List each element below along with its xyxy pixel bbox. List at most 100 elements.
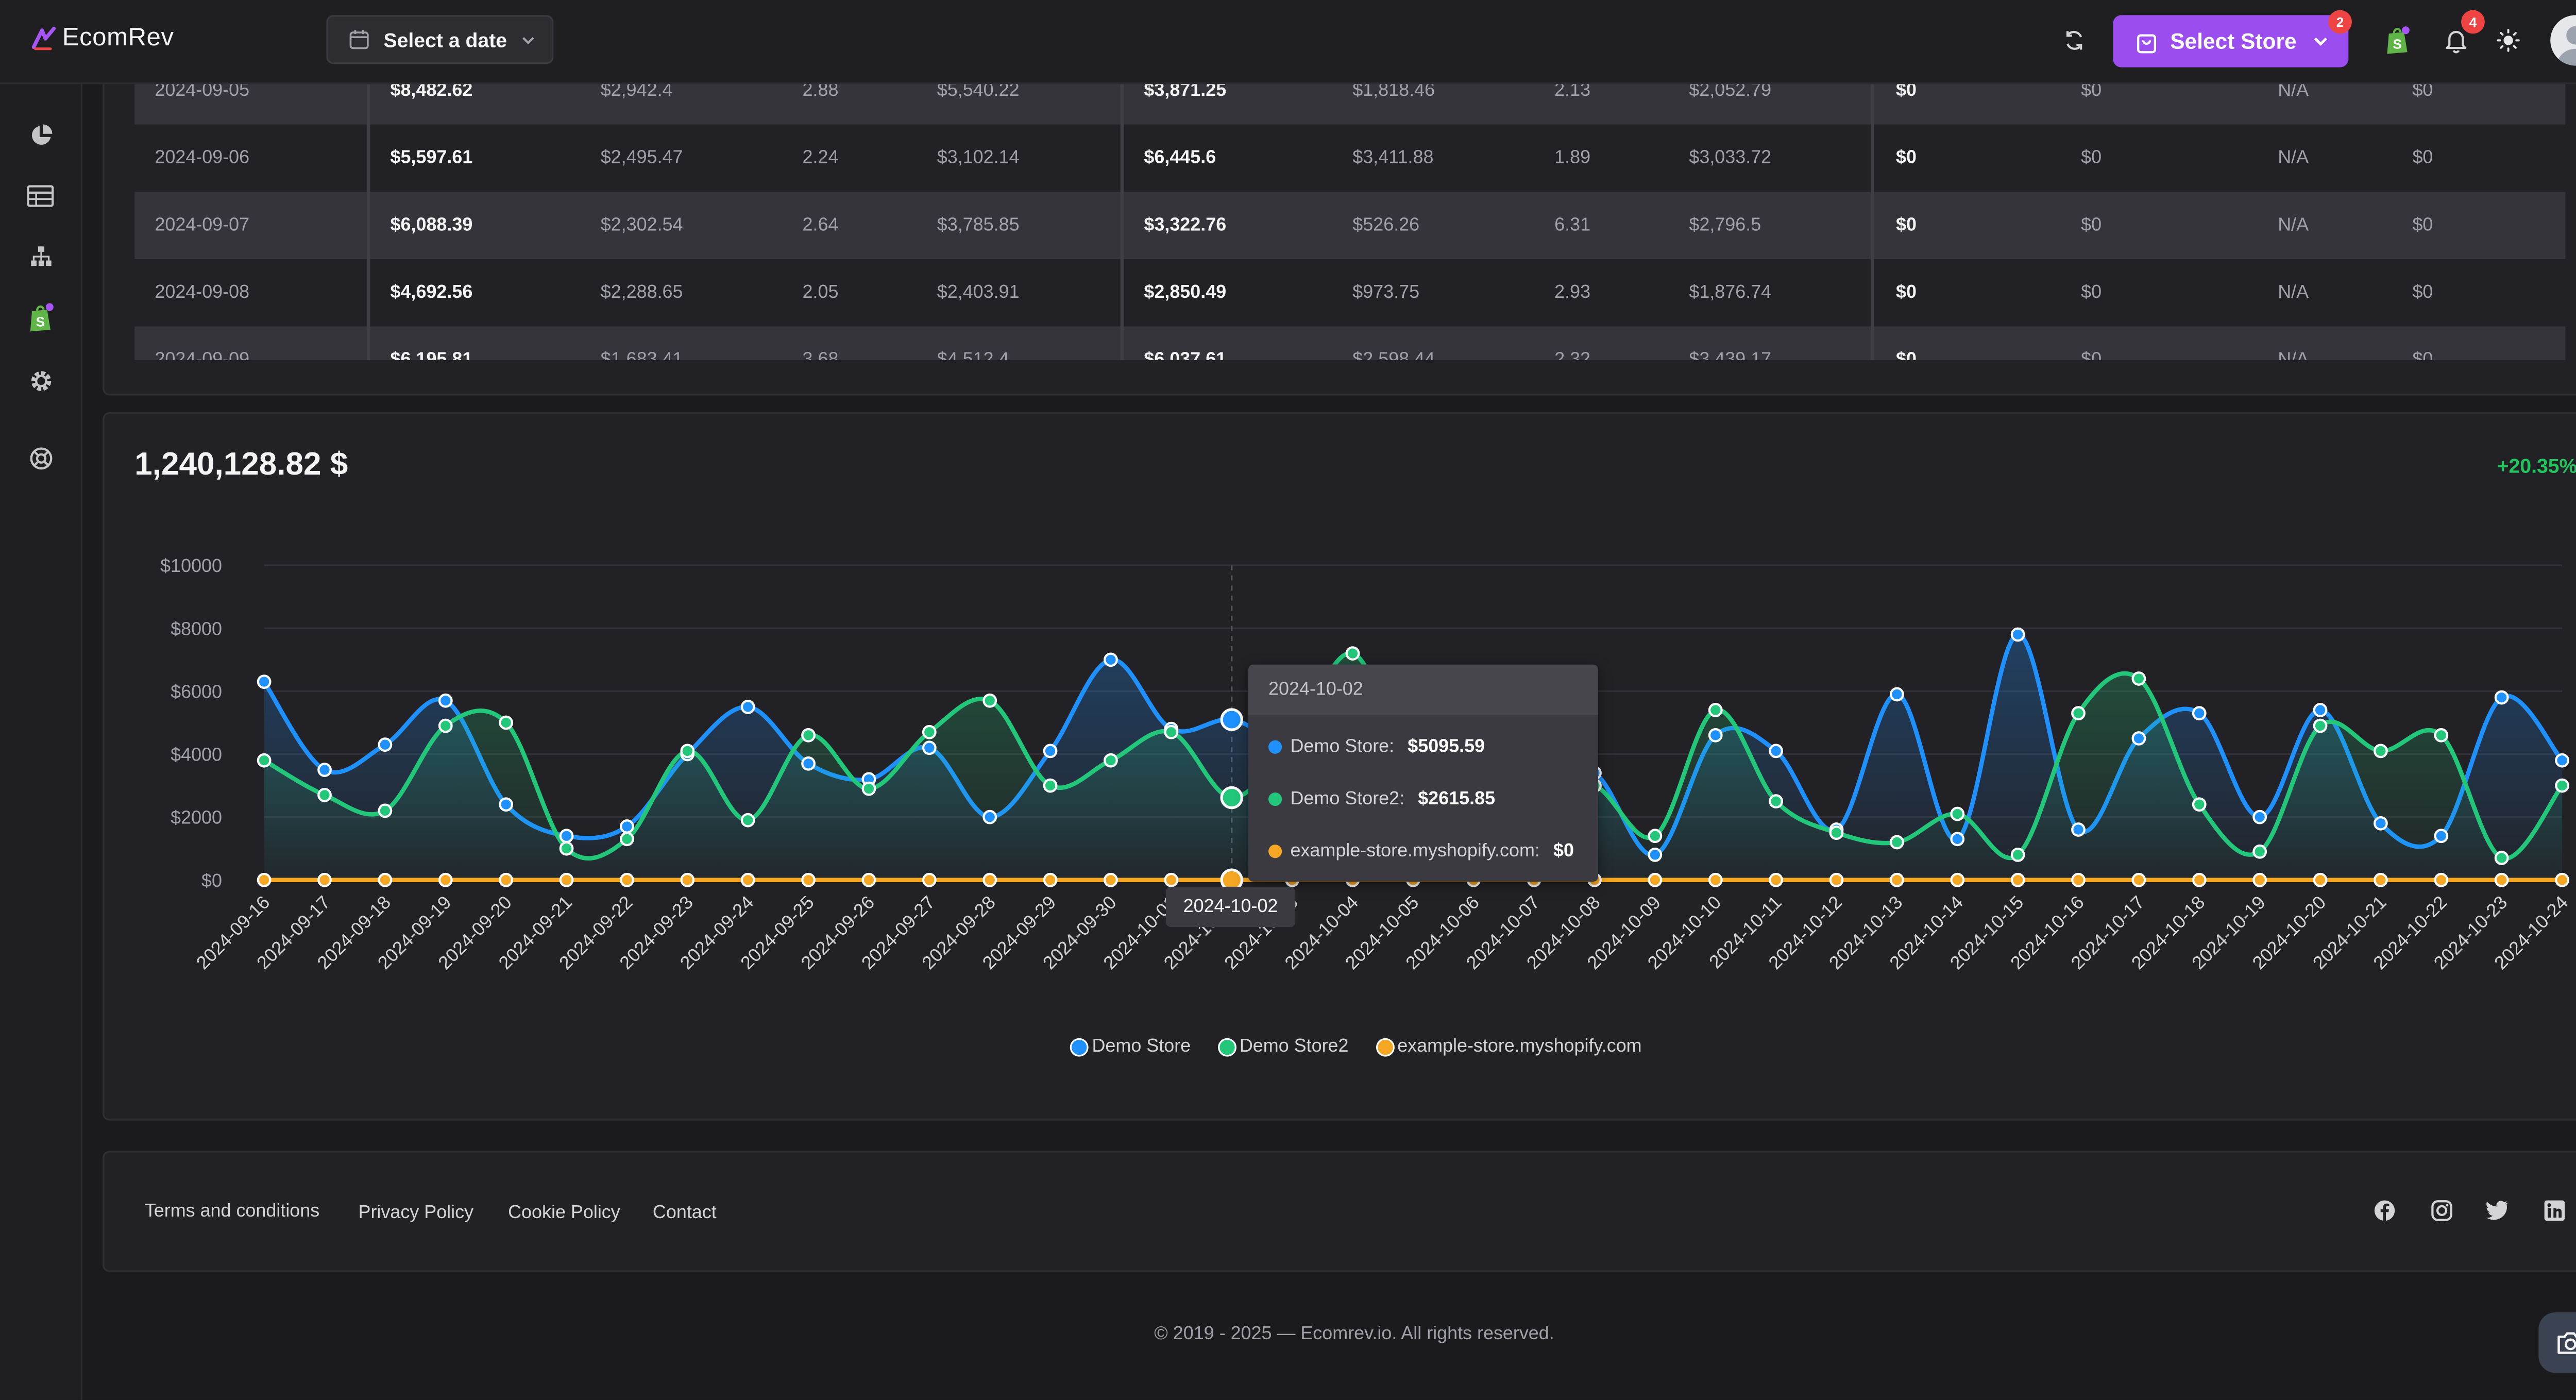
value-cell: $0 xyxy=(2412,80,2433,101)
legend-color-dot xyxy=(1375,1037,1394,1056)
store-count-badge: 2 xyxy=(2328,10,2352,34)
select-store-label: Select Store xyxy=(2170,28,2297,54)
terms-link[interactable]: Terms and conditions xyxy=(144,1201,320,1222)
shopify-button[interactable]: S xyxy=(2377,20,2417,60)
linkedin-link[interactable] xyxy=(2542,1198,2566,1222)
instagram-link[interactable] xyxy=(2429,1198,2453,1222)
data-point xyxy=(2313,718,2328,733)
legend-item[interactable]: Demo Store xyxy=(1070,1036,1191,1057)
data-point xyxy=(2555,778,2569,793)
user-avatar[interactable] xyxy=(2550,15,2576,66)
legend-item[interactable]: example-store.myshopify.com xyxy=(1375,1036,1642,1057)
theme-toggle[interactable] xyxy=(2488,20,2528,60)
facebook-link[interactable] xyxy=(2372,1198,2396,1222)
shopping-bag-icon xyxy=(2137,33,2156,53)
bell-icon xyxy=(2446,30,2467,54)
data-point xyxy=(2434,872,2449,887)
tooltip-series-value: $0 xyxy=(1553,841,1574,862)
data-point xyxy=(2494,851,2509,865)
logo[interactable]: EcomRev xyxy=(30,24,174,52)
tooltip-row: Demo Store2: $2615.85 xyxy=(1268,789,1495,809)
value-cell: N/A xyxy=(2278,80,2309,101)
data-point xyxy=(922,740,937,755)
value-cell: $2,942.4 xyxy=(600,80,673,101)
value-cell: $0 xyxy=(2412,215,2433,236)
data-point xyxy=(982,809,997,824)
sidebar-item-settings[interactable] xyxy=(24,363,57,397)
value-cell: $8,482.62 xyxy=(390,80,473,101)
contact-link[interactable]: Contact xyxy=(652,1203,717,1223)
data-point xyxy=(2313,872,2328,887)
sidebar-item-support[interactable] xyxy=(24,441,57,475)
data-point xyxy=(2192,872,2207,887)
data-point xyxy=(2555,872,2569,887)
footer: Terms and conditions Privacy Policy Cook… xyxy=(103,1151,2576,1272)
value-cell: $0 xyxy=(1895,282,1917,303)
value-cell: 3.68 xyxy=(802,350,839,360)
data-point xyxy=(2434,829,2449,844)
date-cell: 2024-09-06 xyxy=(155,148,250,168)
value-cell: $6,088.39 xyxy=(390,215,473,236)
twitter-link[interactable] xyxy=(2485,1198,2509,1222)
legend-label: Demo Store2 xyxy=(1239,1036,1349,1057)
user-icon xyxy=(2557,26,2576,66)
data-point xyxy=(2252,844,2267,859)
y-tick-label: $10000 xyxy=(160,555,222,576)
y-tick-label: $4000 xyxy=(171,744,222,765)
data-point xyxy=(438,872,453,887)
chevron-down-icon xyxy=(523,36,535,44)
data-point xyxy=(2252,809,2267,824)
data-point xyxy=(438,718,453,733)
data-point xyxy=(499,797,514,812)
data-point xyxy=(680,744,695,758)
value-cell: $0 xyxy=(1895,80,1917,101)
tooltip-row: Demo Store: $5095.59 xyxy=(1268,737,1485,757)
value-cell: $0 xyxy=(2412,148,2433,168)
gear-icon xyxy=(30,370,50,391)
tooltip-series-label: example-store.myshopify.com: xyxy=(1290,841,1540,862)
facebook-icon xyxy=(2374,1200,2394,1220)
data-point xyxy=(2374,816,2388,831)
data-point xyxy=(257,674,272,689)
sidebar-item-hierarchy[interactable] xyxy=(24,239,57,273)
value-cell: 2.13 xyxy=(1554,80,1591,101)
data-point xyxy=(1769,872,1784,887)
value-cell: $3,871.25 xyxy=(1144,80,1227,101)
data-point xyxy=(620,832,634,847)
value-cell: $0 xyxy=(2412,282,2433,303)
select-store-button[interactable]: Select Store xyxy=(2113,15,2349,68)
sidebar-item-shopify[interactable]: S xyxy=(24,301,57,334)
data-point xyxy=(1104,753,1118,768)
table-icon xyxy=(27,184,54,206)
value-cell: $0 xyxy=(1895,148,1917,168)
value-cell: $1,683.41 xyxy=(600,350,683,360)
screenshot-button[interactable] xyxy=(2538,1312,2576,1373)
metrics-table[interactable]: 2024-09-05 $8,482.62 $2,942.4 2.88 $5,540.22… xyxy=(134,52,2566,360)
value-cell: $3,102.14 xyxy=(937,148,1020,168)
data-point xyxy=(922,872,937,887)
value-cell: $0 xyxy=(2412,350,2433,360)
legend-item[interactable]: Demo Store2 xyxy=(1217,1036,1349,1057)
date-cell: 2024-09-05 xyxy=(155,80,250,101)
date-picker-button[interactable]: Select a date xyxy=(326,15,554,64)
legend-label: example-store.myshopify.com xyxy=(1397,1036,1642,1057)
data-point xyxy=(1950,872,1965,887)
series-color-dot xyxy=(1268,792,1282,806)
y-tick-label: $6000 xyxy=(171,681,222,702)
data-point xyxy=(2071,872,2086,887)
data-point xyxy=(1890,872,1904,887)
data-point xyxy=(1890,835,1904,850)
sidebar-item-dashboard[interactable] xyxy=(24,118,57,151)
value-cell: $3,322.76 xyxy=(1144,215,1227,236)
linkedin-icon xyxy=(2544,1200,2564,1220)
legend-color-dot xyxy=(1217,1037,1236,1056)
data-point xyxy=(2131,671,2146,686)
refresh-button[interactable] xyxy=(2054,20,2094,60)
value-cell: $0 xyxy=(1895,215,1917,236)
sidebar-item-table[interactable] xyxy=(24,178,57,212)
cookie-policy-link[interactable]: Cookie Policy xyxy=(508,1203,620,1223)
notifications-button[interactable] xyxy=(2436,20,2476,60)
data-point xyxy=(1043,872,1058,887)
value-cell: $5,597.61 xyxy=(390,148,473,168)
privacy-policy-link[interactable]: Privacy Policy xyxy=(358,1203,474,1223)
